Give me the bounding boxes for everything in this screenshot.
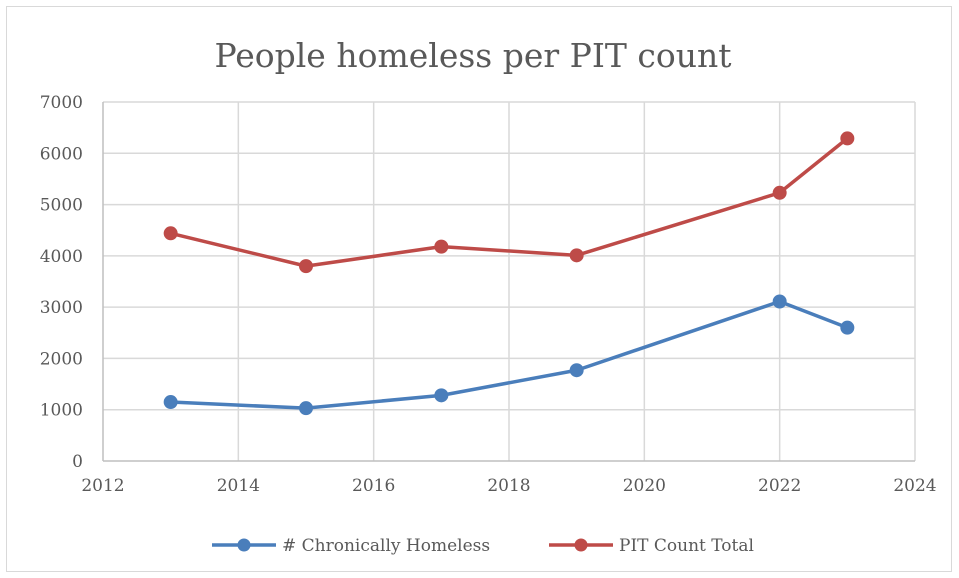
data-point [840,131,855,146]
series-line [168,136,850,268]
legend: # Chronically Homeless PIT Count Total [212,536,754,556]
x-tick-label: 2024 [893,476,936,496]
legend-label: PIT Count Total [619,536,754,556]
chart-svg: People homeless per PIT count 0 1000 2000 3… [40,36,937,556]
x-tick-label: 2020 [623,476,666,496]
chart-frame: People homeless per PIT count 0 1000 2000 3… [6,6,952,572]
x-tick-label: 2018 [487,476,530,496]
series-0 [163,294,855,416]
legend-marker [237,538,251,552]
data-point [772,185,787,200]
data-point [569,248,584,263]
tick-labels: 0 1000 2000 3000 4000 5000 6000 7000 2012 2014 201… [40,93,937,496]
x-tick-label: 2014 [217,476,260,496]
legend-label: # Chronically Homeless [282,536,490,556]
gridlines [103,101,916,461]
x-tick-label: 2022 [758,476,801,496]
y-tick-label: 5000 [40,196,83,216]
data-point [569,363,584,378]
y-tick-label: 2000 [40,349,83,369]
legend-item: PIT Count Total [549,536,754,556]
data-point [840,320,855,335]
chart-title: People homeless per PIT count [215,36,732,75]
data-point [772,294,787,309]
data-point [163,395,178,410]
y-tick-label: 3000 [40,298,83,318]
x-tick-label: 2016 [352,476,395,496]
y-tick-label: 6000 [40,144,83,164]
x-tick-label: 2012 [81,476,124,496]
series [163,131,855,416]
data-point [299,401,313,416]
data-point [434,239,449,254]
series-1 [163,131,855,274]
y-tick-label: 1000 [40,401,83,421]
y-tick-label: 0 [72,452,83,472]
y-tick-label: 4000 [40,247,83,267]
series-line [168,299,850,410]
data-point [163,226,178,241]
data-point [299,259,313,274]
legend-item: # Chronically Homeless [212,536,490,556]
y-tick-label: 7000 [40,93,83,113]
legend-marker [574,538,588,552]
data-point [434,388,449,403]
axes [102,102,915,462]
